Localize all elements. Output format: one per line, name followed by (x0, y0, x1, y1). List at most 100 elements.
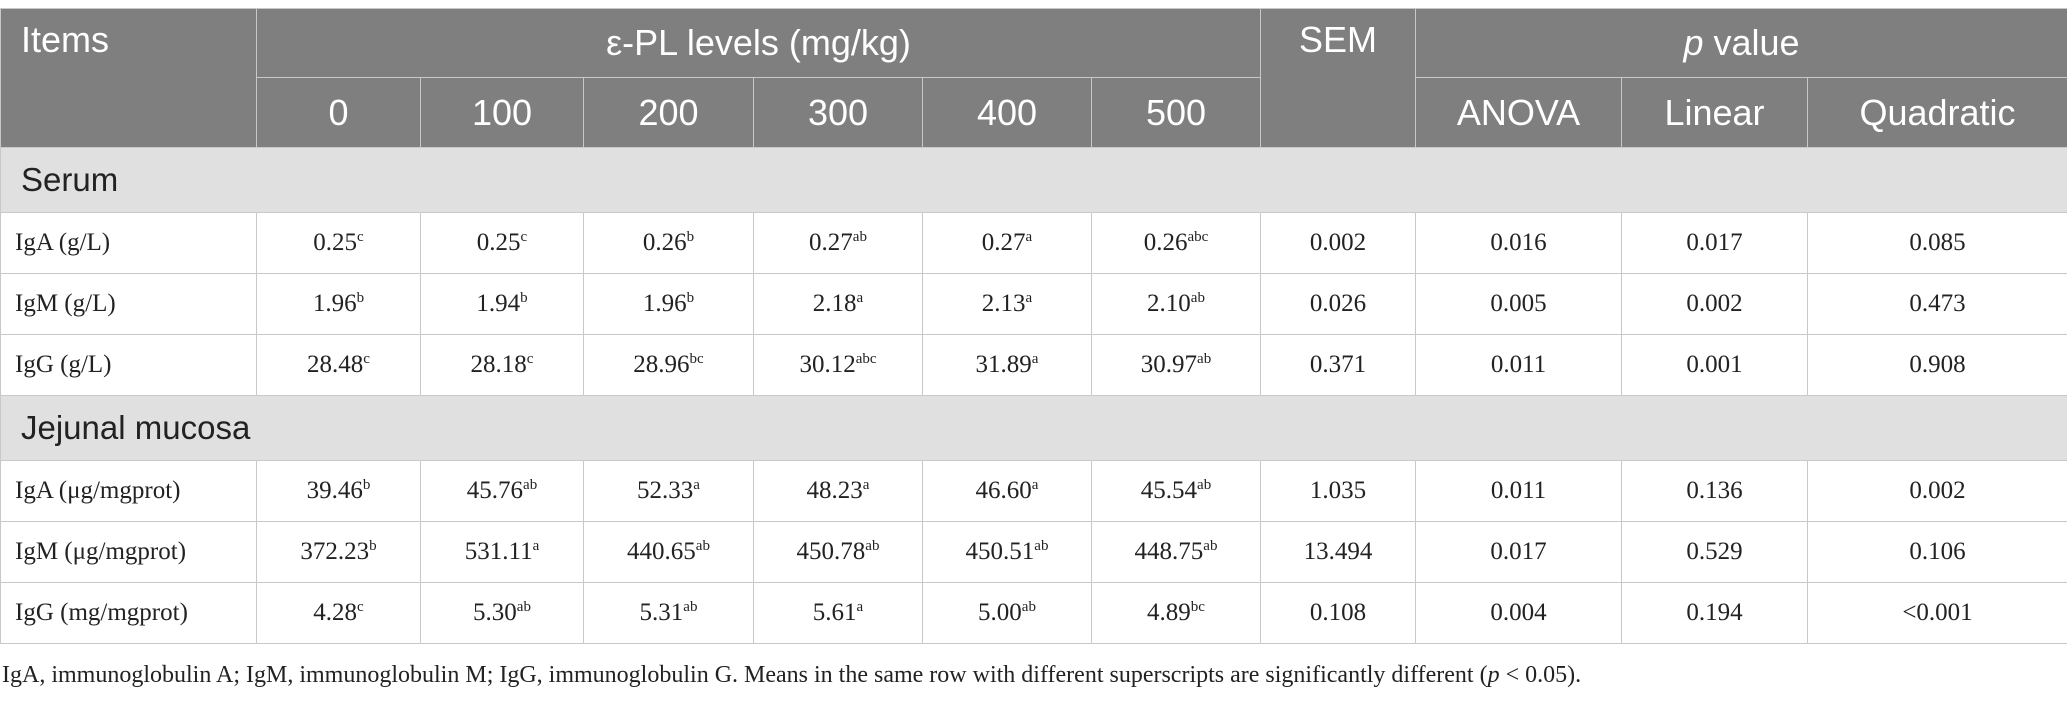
mean-value: 5.00 (978, 599, 1022, 626)
footnote-text: IgA, immunoglobulin A; IgM, immunoglobul… (2, 662, 1488, 688)
section-row: Serum (0, 147, 2067, 213)
anova-cell: 0.011 (1415, 460, 1623, 522)
significance-superscript: b (356, 290, 365, 306)
significance-superscript: ab (865, 538, 880, 554)
sem-cell: 0.108 (1260, 582, 1417, 644)
mean-cell: 46.60a (922, 460, 1092, 522)
mean-value: 0.25 (313, 229, 358, 256)
mean-cell: 45.76ab (420, 460, 584, 522)
significance-superscript: ab (1034, 538, 1049, 554)
significance-superscript: a (1031, 351, 1039, 367)
mean-value: 39.46 (306, 477, 363, 504)
mean-cell: 0.26abc (1090, 212, 1262, 274)
sem-cell: 1.035 (1260, 460, 1417, 522)
section-title: Serum (0, 147, 2067, 213)
mean-value: 48.23 (806, 477, 863, 504)
mean-value: 28.96 (633, 351, 690, 378)
pvalue-group-header: p value (1415, 8, 2067, 78)
mean-value: 30.12 (799, 351, 856, 378)
quadratic-cell: 0.002 (1807, 460, 2067, 522)
row-label: IgM (μg/mgprot) (0, 521, 257, 583)
mean-cell: 531.11a (420, 521, 584, 583)
significance-superscript: ab (516, 599, 531, 615)
mean-value: 31.89 (975, 351, 1032, 378)
pvalue-italic: p (1683, 22, 1704, 63)
mean-cell: 450.78ab (753, 521, 923, 583)
anova-cell: 0.016 (1415, 212, 1623, 274)
mean-value: 28.18 (470, 351, 527, 378)
mean-value: 1.96 (642, 290, 687, 317)
levels-group-header: ε-PL levels (mg/kg) (255, 8, 1262, 78)
significance-superscript: a (693, 477, 700, 493)
sem-cell: 0.026 (1260, 273, 1417, 335)
mean-cell: 4.28c (256, 582, 421, 644)
anova-cell: 0.017 (1415, 521, 1623, 583)
significance-superscript: abc (855, 351, 877, 367)
mean-value: 5.31 (639, 599, 684, 626)
table-row: IgG (g/L) 28.48c 28.18c 28.96bc 30.12abc 31.8… (0, 334, 2067, 396)
significance-superscript: ab (1197, 477, 1212, 493)
mean-cell: 1.96b (256, 273, 421, 335)
significance-superscript: ab (1190, 290, 1205, 306)
mean-value: 0.25 (476, 229, 521, 256)
sem-cell: 0.371 (1260, 334, 1417, 396)
table-row: IgM (g/L) 1.96b 1.94b 1.96b 2.18a 2.13a 2.10ab… (0, 273, 2067, 335)
mean-cell: 28.48c (256, 334, 421, 396)
linear-cell: 0.529 (1621, 521, 1809, 583)
mean-value: 2.18 (812, 290, 857, 317)
significance-superscript: a (1025, 290, 1033, 306)
mean-cell: 2.18a (753, 273, 923, 335)
mean-cell: 5.30ab (420, 582, 584, 644)
significance-superscript: a (1025, 229, 1033, 245)
quadratic-cell: 0.106 (1807, 521, 2067, 583)
mean-value: 0.26 (642, 229, 687, 256)
quadratic-cell: 0.473 (1807, 273, 2067, 335)
mean-cell: 28.96bc (583, 334, 754, 396)
table-row: IgG (mg/mgprot) 4.28c 5.30ab 5.31 ab 5.61a 5.0… (0, 582, 2067, 644)
quadratic-cell: <0.001 (1807, 582, 2067, 644)
results-table: Items ε-PL levels (mg/kg) SEM p value 0 … (0, 8, 2067, 644)
mean-value: 448.75 (1134, 538, 1204, 565)
mean-value: 531.11 (464, 538, 533, 565)
level-header-400: 400 (922, 77, 1092, 148)
significance-superscript: b (686, 290, 695, 306)
footnote-p-italic: p (1487, 662, 1500, 688)
mean-cell: 39.46b (256, 460, 421, 522)
significance-superscript: abc (1187, 229, 1209, 245)
mean-cell: 0.25c (420, 212, 584, 274)
table-row: IgM (μg/mgprot) 372.23b 531.11a 440.65ab 450… (0, 521, 2067, 583)
mean-cell: 45.54ab (1090, 460, 1262, 522)
mean-value: 5.30 (473, 599, 517, 626)
mean-value: 4.89 (1147, 599, 1191, 626)
mean-cell: 4.89bc (1090, 582, 1262, 644)
significance-superscript: bc (689, 351, 704, 367)
significance-superscript: ab (1197, 351, 1212, 367)
mean-cell: 450.51ab (922, 521, 1092, 583)
mean-value: 0.27 (809, 229, 853, 256)
anova-header: ANOVA (1415, 77, 1623, 148)
mean-value: 45.76 (466, 477, 524, 504)
mean-value: 372.23 (300, 538, 370, 565)
mean-cell: 5.61a (753, 582, 923, 644)
pvalue-label: value (1703, 22, 1800, 63)
items-header: Items (0, 8, 257, 148)
mean-value: 2.13 (981, 290, 1026, 317)
significance-superscript: b (520, 290, 528, 306)
anova-cell: 0.004 (1415, 582, 1623, 644)
level-header-300: 300 (753, 77, 923, 148)
significance-superscript: b (369, 538, 377, 554)
mean-cell: 440.65ab (583, 521, 754, 583)
mean-cell: 372.23b (256, 521, 421, 583)
mean-value: 450.51 (965, 538, 1035, 565)
quadratic-cell: 0.085 (1807, 212, 2067, 274)
sem-header: SEM (1260, 8, 1417, 148)
significance-superscript: ab (1203, 538, 1218, 554)
mean-value: 1.96 (312, 290, 357, 317)
linear-cell: 0.194 (1621, 582, 1809, 644)
section-row: Jejunal mucosa (0, 395, 2067, 461)
mean-value: 450.78 (796, 538, 866, 565)
row-label: IgG (mg/mgprot) (0, 582, 257, 644)
mean-value: 440.65 (627, 538, 696, 565)
significance-superscript: ab (523, 477, 538, 493)
significance-superscript: a (856, 290, 864, 306)
